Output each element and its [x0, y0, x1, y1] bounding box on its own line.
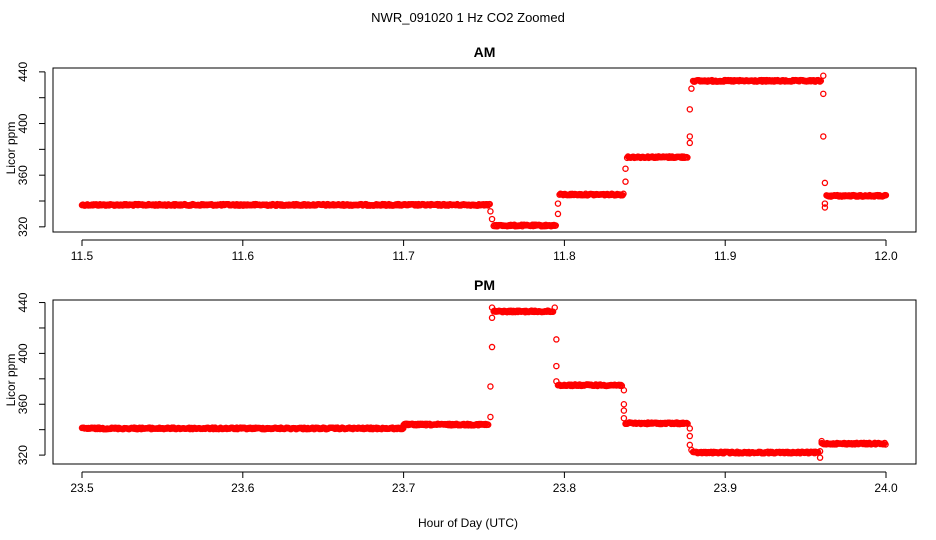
am-segment-5 — [823, 191, 890, 200]
am-transition-point — [820, 133, 827, 140]
pm-transition-point — [620, 407, 628, 414]
pm-transition-point — [686, 425, 694, 432]
pm-point — [882, 441, 889, 448]
pm-transition-point — [620, 414, 628, 422]
am-transition-point — [686, 106, 694, 113]
pm-point — [484, 421, 492, 428]
am-transition-points — [487, 72, 829, 223]
pm-transition-point — [553, 362, 560, 370]
am-panel-title: AM — [474, 44, 496, 60]
pm-transition-point — [487, 383, 494, 390]
am-y-axis: 320 360 400 440 — [16, 62, 46, 237]
pm-panel-title: PM — [474, 277, 495, 293]
am-plot-frame — [52, 67, 917, 233]
am-x-tick-label: 11.5 — [71, 249, 94, 263]
pm-transition-point — [686, 432, 694, 440]
am-data-marks — [78, 72, 890, 230]
pm-segment-6 — [818, 439, 889, 448]
am-segment-2 — [556, 190, 627, 199]
am-segment-0 — [78, 200, 493, 209]
am-transition-point — [821, 200, 829, 207]
am-transition-point — [622, 165, 629, 172]
pm-segment-1 — [400, 420, 492, 429]
am-point — [817, 77, 825, 85]
figure-title: NWR_091020 1 Hz CO2 Zoomed — [371, 10, 565, 25]
am-segment-4 — [689, 76, 825, 85]
am-transition-point — [820, 90, 827, 98]
am-segment-1 — [490, 221, 560, 230]
am-transition-point — [686, 139, 694, 147]
pm-transition-point — [488, 314, 496, 322]
am-x-tick-label: 11.6 — [232, 249, 255, 263]
am-x-tick-label: 11.7 — [392, 249, 415, 263]
am-transition-point — [686, 133, 694, 140]
pm-segment-5 — [689, 448, 822, 457]
pm-transition-point — [488, 304, 496, 311]
am-transition-point — [622, 178, 629, 185]
pm-x-tick-label: 23.9 — [714, 481, 738, 495]
am-point — [552, 222, 560, 229]
pm-x-tick-label: 23.6 — [231, 481, 255, 495]
am-x-tick-label: 12.0 — [874, 249, 898, 263]
am-y-tick-label: 400 — [16, 113, 30, 133]
pm-transition-point — [487, 413, 494, 421]
pm-point — [617, 381, 625, 389]
am-panel: AM Licor ppm 11.5 11.6 11.7 11.8 11.9 12.0 32… — [4, 44, 917, 263]
pm-y-tick-label: 440 — [16, 292, 30, 312]
pm-y-axis: 320 360 400 440 — [16, 292, 46, 465]
pm-transition-points — [487, 304, 825, 461]
pm-x-tick-label: 23.5 — [70, 481, 94, 495]
pm-y-tick-label: 360 — [16, 394, 30, 414]
am-x-tick-label: 11.9 — [714, 249, 737, 263]
pm-transition-point — [620, 387, 628, 394]
am-y-tick-label: 360 — [16, 165, 30, 185]
am-x-tick-label: 11.8 — [553, 249, 576, 263]
pm-x-tick-label: 24.0 — [874, 481, 898, 495]
am-y-tick-label: 440 — [16, 62, 30, 82]
am-transition-point — [488, 215, 496, 223]
pm-transition-point — [553, 378, 560, 385]
pm-segment-3 — [554, 381, 626, 390]
pm-y-axis-label: Licor ppm — [4, 354, 18, 407]
pm-transition-point — [551, 304, 559, 311]
pm-x-axis: 23.5 23.6 23.7 23.8 23.9 24.0 — [70, 471, 898, 495]
pm-y-tick-label: 400 — [16, 343, 30, 363]
pm-transition-point — [816, 454, 824, 461]
am-point — [882, 191, 890, 199]
pm-transition-point — [818, 437, 825, 445]
pm-segment-0 — [78, 424, 407, 433]
am-transition-point — [487, 208, 494, 215]
pm-transition-point — [688, 446, 695, 454]
pm-transition-point — [553, 336, 560, 343]
am-y-axis-label: Licor ppm — [4, 122, 18, 175]
pm-transition-point — [488, 343, 496, 351]
pm-segment-4 — [622, 419, 691, 428]
pm-panel: PM Licor ppm 23.5 23.6 23.7 23.8 23.9 24.0 32… — [4, 277, 917, 495]
am-transition-point — [820, 72, 827, 80]
am-transition-point — [688, 85, 695, 92]
pm-x-tick-label: 23.8 — [553, 481, 577, 495]
am-transition-point — [821, 204, 829, 211]
pm-data-marks — [78, 304, 889, 461]
am-transition-point — [821, 179, 829, 187]
pm-y-tick-label: 320 — [16, 445, 30, 465]
pm-transition-point — [686, 441, 694, 449]
am-point — [620, 190, 627, 198]
am-point — [684, 154, 691, 161]
pm-plot-frame — [52, 299, 917, 465]
am-transition-point — [554, 200, 562, 207]
x-axis-label: Hour of Day (UTC) — [418, 516, 518, 530]
pm-x-tick-label: 23.7 — [392, 481, 416, 495]
pm-transition-point — [620, 400, 628, 408]
am-segment-3 — [623, 153, 691, 162]
pm-segment-2 — [490, 307, 557, 316]
pm-transition-point — [816, 448, 824, 455]
am-x-axis: 11.5 11.6 11.7 11.8 11.9 12.0 — [71, 239, 898, 263]
am-transition-point — [554, 210, 562, 218]
am-point — [486, 200, 493, 208]
am-y-tick-label: 320 — [16, 217, 30, 237]
